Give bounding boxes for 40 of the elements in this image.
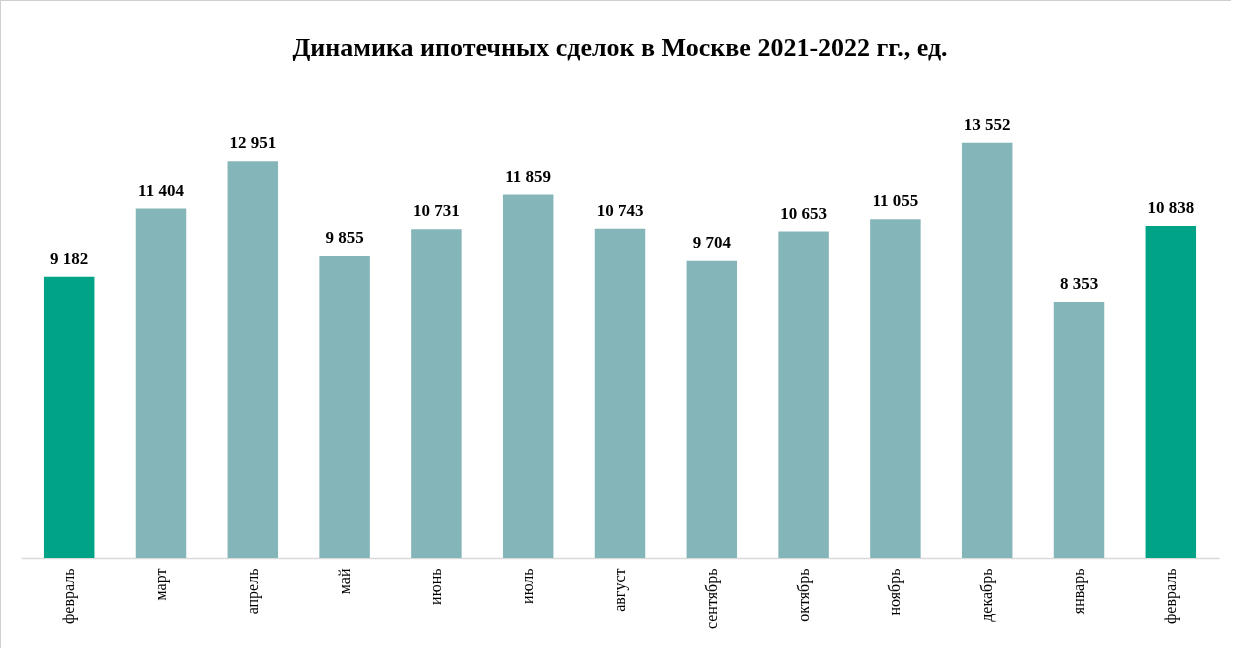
bar: [227, 161, 279, 558]
bar: [1053, 302, 1105, 558]
bar: [411, 229, 462, 558]
x-tick-label: ноябрь: [886, 568, 905, 616]
x-tick-label: январь: [1070, 568, 1088, 615]
bar: [961, 142, 1013, 558]
data-label: 11 404: [138, 180, 185, 200]
data-label: 11 055: [872, 191, 919, 211]
bar: [1145, 225, 1197, 558]
data-label: 10 838: [1147, 197, 1195, 217]
data-label: 8 353: [1059, 274, 1099, 294]
data-label: 12 951: [229, 133, 277, 153]
bar: [686, 260, 738, 558]
data-label: 9 704: [692, 232, 732, 252]
x-tick-label: октябрь: [794, 568, 813, 622]
data-label: 9 855: [325, 228, 364, 248]
data-label: 10 653: [780, 203, 827, 223]
data-label: 10 743: [596, 200, 644, 220]
bar: [43, 276, 95, 558]
data-label: 11 859: [505, 166, 552, 186]
x-tick-label: май: [335, 568, 353, 595]
x-tick-label: февраль: [60, 568, 79, 625]
x-tick-label: апрель: [243, 568, 262, 615]
bar: [594, 228, 646, 558]
bar: [135, 208, 187, 558]
bar: [502, 194, 554, 558]
x-tick-label: февраль: [1161, 568, 1180, 625]
x-tick-label: декабрь: [978, 568, 997, 622]
data-label: 9 182: [50, 248, 89, 268]
data-label: 13 552: [963, 114, 1011, 134]
x-tick-label: март: [152, 568, 170, 601]
x-tick-label: сентябрь: [702, 568, 721, 630]
chart-title: Динамика ипотечных сделок в Москве 2021-2022 гг., ед.: [292, 32, 948, 62]
bar: [870, 219, 921, 558]
bar: [778, 231, 829, 558]
x-tick-label: июль: [519, 568, 537, 604]
x-tick-label: июнь: [427, 568, 445, 605]
bar: [319, 256, 370, 558]
x-tick-label: август: [611, 568, 629, 612]
data-label: 10 731: [413, 201, 460, 221]
